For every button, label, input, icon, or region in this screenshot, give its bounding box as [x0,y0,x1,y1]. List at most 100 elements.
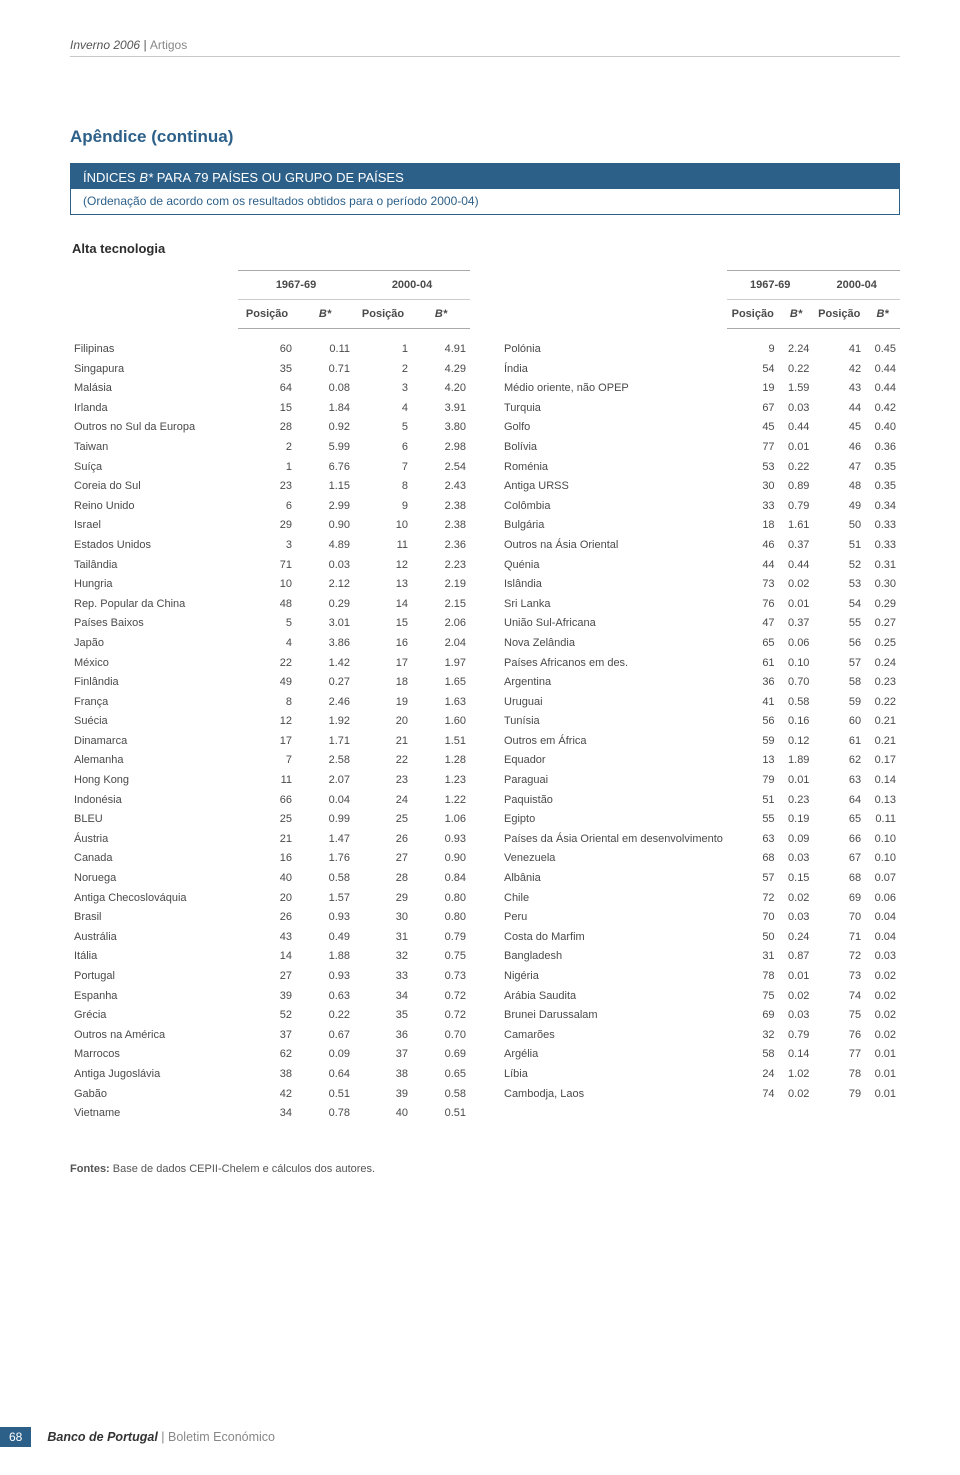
b-0004: 0.04 [865,927,900,947]
b-6769: 0.49 [296,927,354,947]
banner-title: ÍNDICES B* PARA 79 PAÍSES OU GRUPO DE PA… [71,164,899,189]
pos-0004: 63 [813,770,865,790]
country-name: Antiga Checoslováquia [70,888,238,908]
pos-6769: 29 [238,516,296,536]
country-name: Áustria [70,829,238,849]
b-0004: 0.14 [865,770,900,790]
sources-label: Fontes: [70,1163,110,1175]
pos-0004: 62 [813,751,865,771]
pos-6769: 46 [727,535,779,555]
b-0004: 0.01 [865,1064,900,1084]
table-row: Islândia730.02530.30 [500,574,900,594]
country-name: Japão [70,633,238,653]
pos-0004: 71 [813,927,865,947]
b-6769: 1.61 [779,516,814,536]
pos-0004: 1 [354,329,412,359]
table-row: Quénia440.44520.31 [500,555,900,575]
pos-0004: 15 [354,614,412,634]
b-0004: 0.75 [412,947,470,967]
page: Inverno 2006 | Artigos Apêndice (continu… [0,0,960,1475]
country-name: Equador [500,751,727,771]
table-row: Canada161.76270.90 [70,849,470,869]
b-0004: 2.38 [412,496,470,516]
b-0004: 2.98 [412,437,470,457]
pos-6769: 63 [727,829,779,849]
pos-6769: 43 [238,927,296,947]
pos-0004: 39 [354,1084,412,1104]
country-name: Chile [500,888,727,908]
country-name: Nigéria [500,966,727,986]
country-name: Venezuela [500,849,727,869]
table-row: União Sul-Africana470.37550.27 [500,614,900,634]
pos-0004: 43 [813,378,865,398]
b-6769: 0.02 [779,574,814,594]
footer-sep: | [158,1430,168,1444]
pos-0004: 32 [354,947,412,967]
b-6769: 0.89 [779,476,814,496]
b-0004: 0.30 [865,574,900,594]
b-0004: 0.34 [865,496,900,516]
pos-0004: 44 [813,398,865,418]
country-name: União Sul-Africana [500,614,727,634]
pos-6769: 8 [238,692,296,712]
b-0004: 4.91 [412,329,470,359]
pos-0004: 36 [354,1025,412,1045]
pos-0004: 61 [813,731,865,751]
b-6769: 0.10 [779,653,814,673]
b-6769: 1.59 [779,378,814,398]
table-row: Bulgária181.61500.33 [500,516,900,536]
pos-6769: 50 [727,927,779,947]
b-6769: 2.12 [296,574,354,594]
country-name: Golfo [500,418,727,438]
pos-6769: 77 [727,437,779,457]
table-row: Taiwan25.9962.98 [70,437,470,457]
pos-6769: 6 [238,496,296,516]
table-row: Gabão420.51390.58 [70,1084,470,1104]
table-row: Brasil260.93300.80 [70,907,470,927]
table-row: Singapura350.7124.29 [70,359,470,379]
b-0004: 0.10 [865,829,900,849]
b-6769: 2.07 [296,770,354,790]
b-0004: 0.02 [865,1005,900,1025]
table-row: Outros na América370.67360.70 [70,1025,470,1045]
pos-6769: 75 [727,986,779,1006]
pos-0004: 24 [354,790,412,810]
pos-6769: 21 [238,829,296,849]
table-row: Médio oriente, não OPEP191.59430.44 [500,378,900,398]
country-name: Canada [70,849,238,869]
b-6769: 0.02 [779,986,814,1006]
pos-6769: 48 [238,594,296,614]
b-0004: 0.93 [412,829,470,849]
page-number: 68 [0,1427,31,1447]
b-6769: 0.01 [779,770,814,790]
country-name: Estados Unidos [70,535,238,555]
table-row: Brunei Darussalam690.03750.02 [500,1005,900,1025]
pos-0004: 25 [354,809,412,829]
pos-0004: 74 [813,986,865,1006]
b-0004: 0.72 [412,986,470,1006]
b-6769: 1.57 [296,888,354,908]
country-name: França [70,692,238,712]
pos-6769: 41 [727,692,779,712]
pos-6769: 49 [238,672,296,692]
b-0004: 0.31 [865,555,900,575]
b-0004: 4.29 [412,359,470,379]
country-name: Países Africanos em des. [500,653,727,673]
pos-6769: 17 [238,731,296,751]
pos-6769: 52 [238,1005,296,1025]
pos-6769: 34 [238,1103,296,1123]
pos-0004: 27 [354,849,412,869]
table-row: Japão43.86162.04 [70,633,470,653]
b-6769: 0.19 [779,809,814,829]
pos-0004: 28 [354,868,412,888]
table-row: Nova Zelândia650.06560.25 [500,633,900,653]
pos-0004: 37 [354,1045,412,1065]
b-6769: 0.03 [296,555,354,575]
period-2: 2000-04 [813,271,900,300]
table-row: Portugal270.93330.73 [70,966,470,986]
section-label: Artigos [150,38,187,52]
country-name: México [70,653,238,673]
b-6769: 0.92 [296,418,354,438]
pos-6769: 24 [727,1064,779,1084]
footer-sub: Boletim Económico [168,1430,275,1444]
